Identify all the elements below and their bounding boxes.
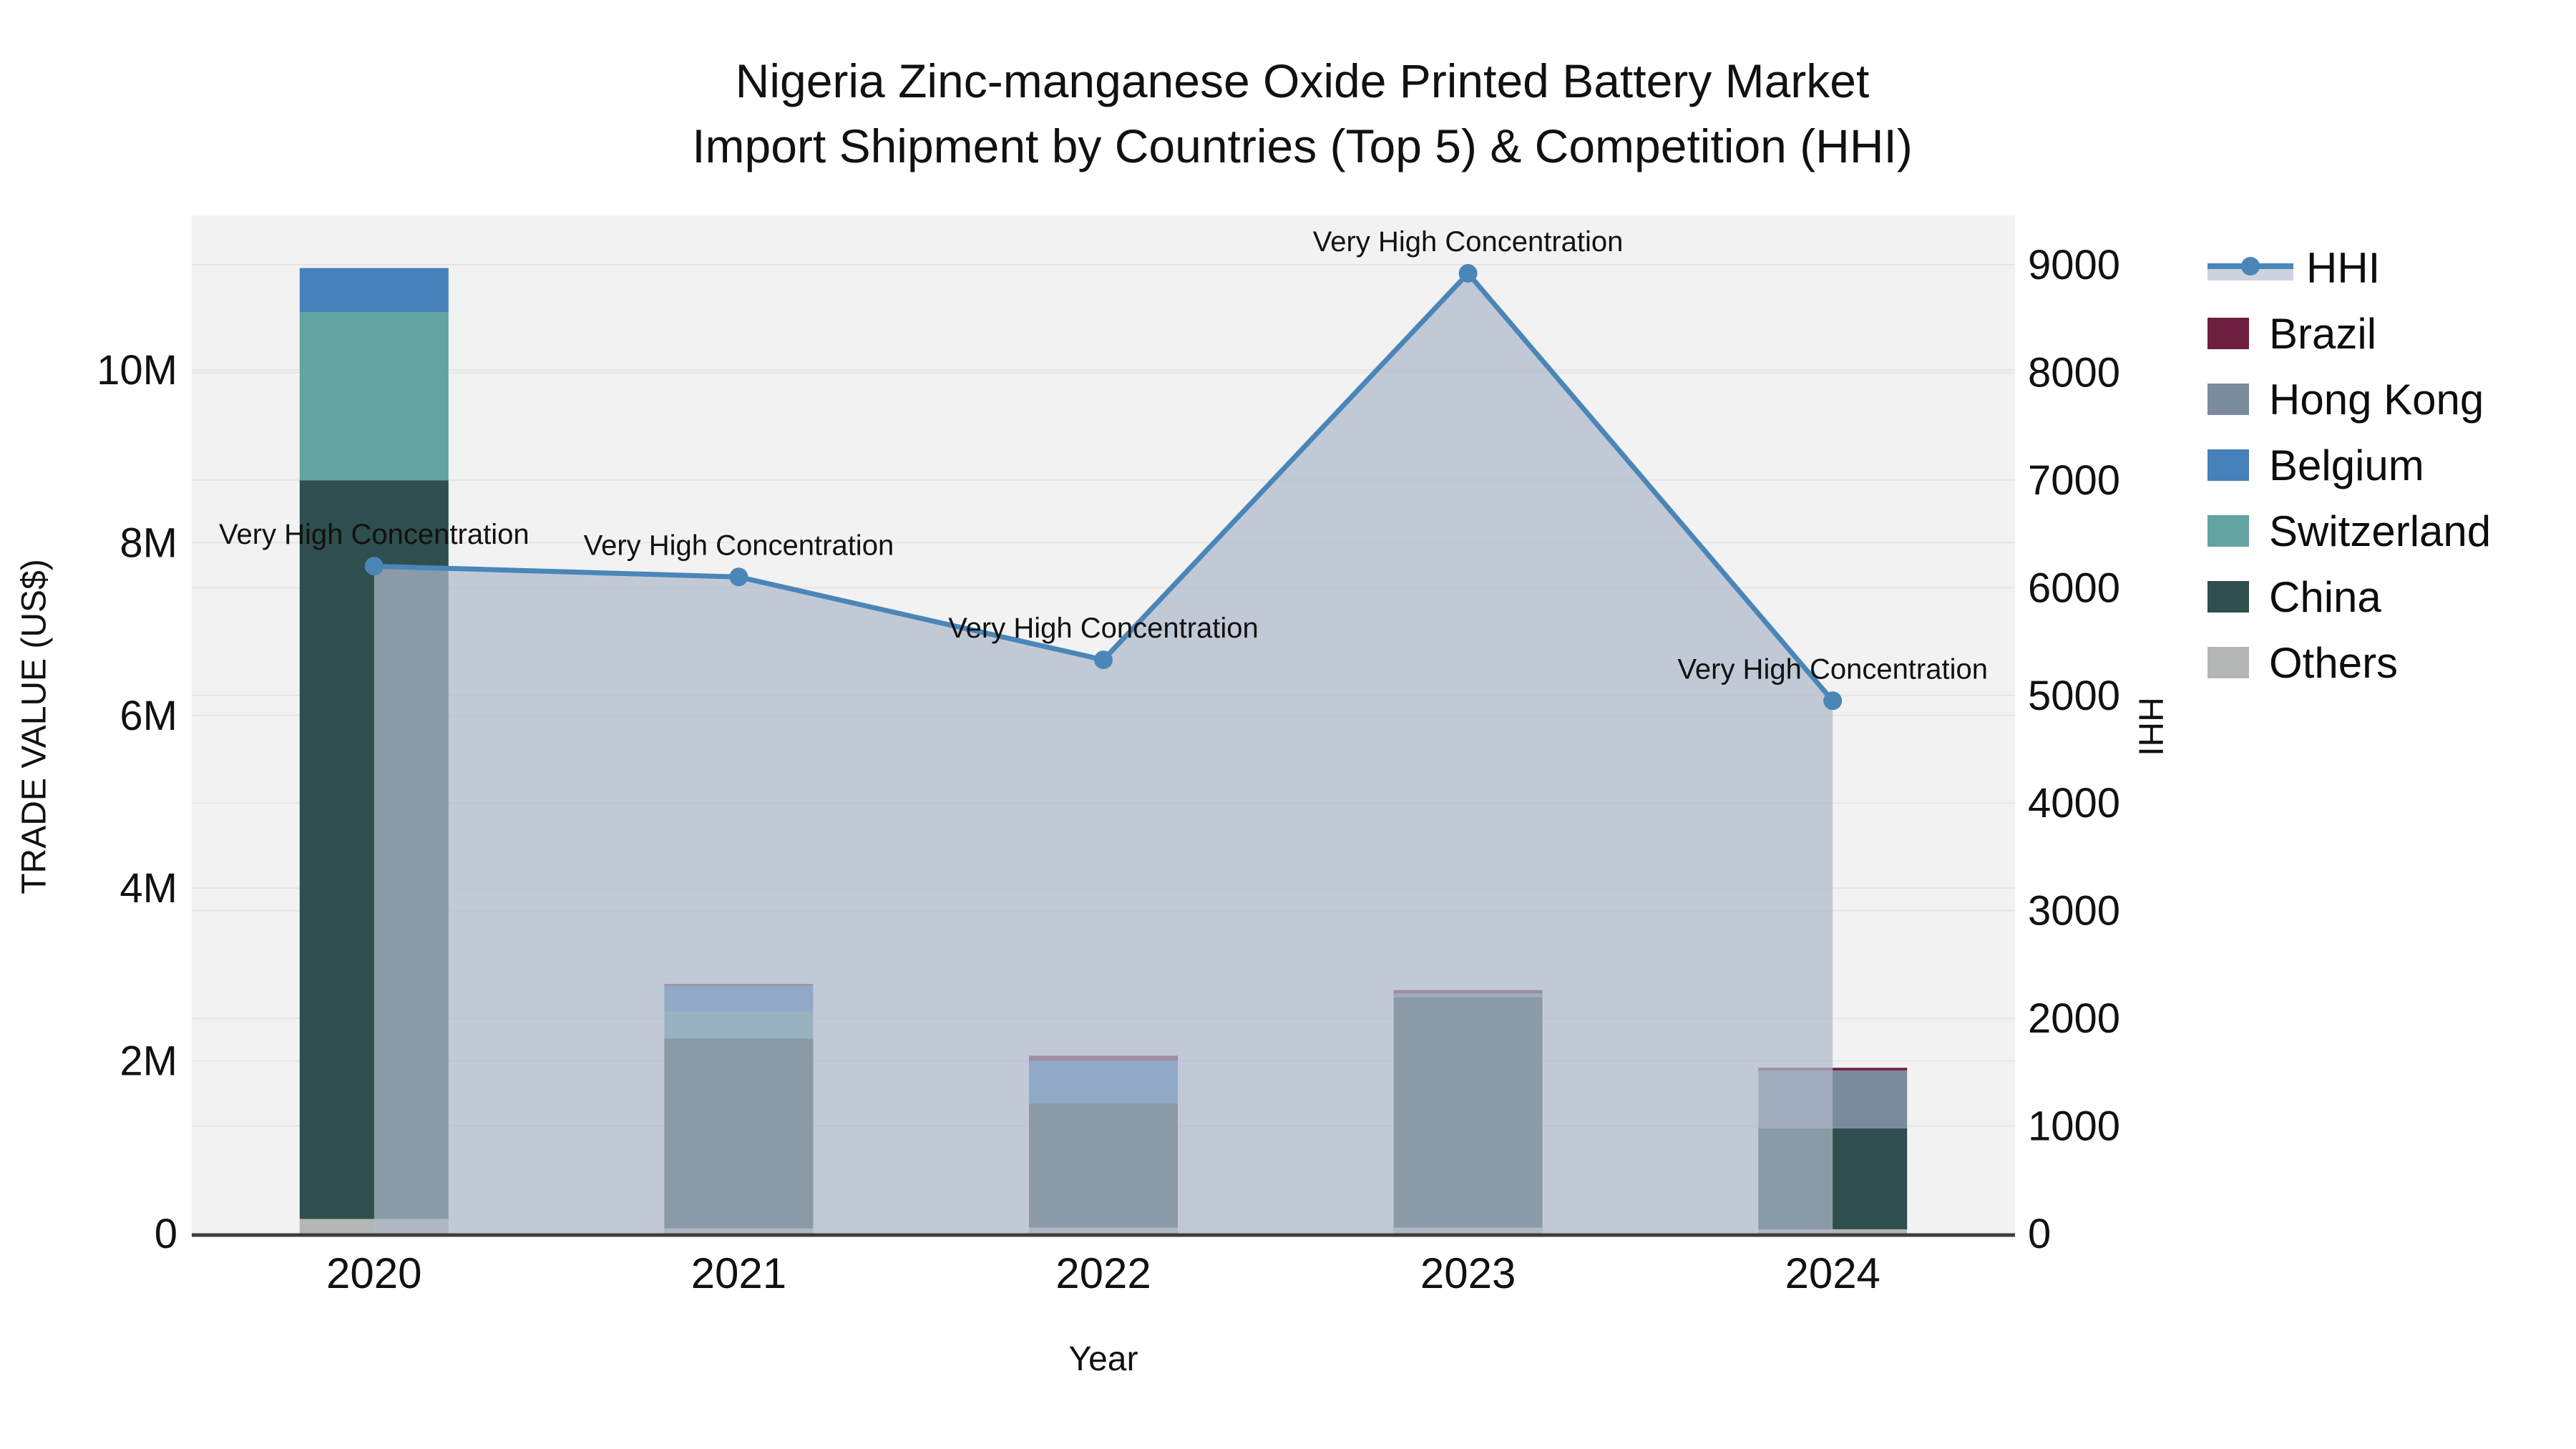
- x-tick-label: 2023: [1420, 1249, 1516, 1297]
- chart-title: Nigeria Zinc-manganese Oxide Printed Bat…: [0, 49, 2576, 179]
- hhi-area-fill: [374, 273, 1833, 1234]
- legend-swatch-others: [2207, 647, 2249, 678]
- bar-segment-belgium-2020: [299, 268, 449, 313]
- right-tick-label: 4000: [2028, 780, 2120, 826]
- chart-title-line-1: Nigeria Zinc-manganese Oxide Printed Bat…: [735, 54, 1870, 107]
- right-tick-label: 1000: [2028, 1103, 2120, 1150]
- left-tick-label: 10M: [97, 347, 177, 394]
- hhi-marker-2020: [364, 557, 384, 576]
- legend-label: China: [2269, 572, 2381, 621]
- x-tick-label: 2024: [1785, 1249, 1880, 1297]
- annotation-label-2020: Very High Concentration: [219, 519, 530, 550]
- legend-hhi-marker: [2241, 257, 2260, 275]
- legend-label: Brazil: [2269, 309, 2377, 358]
- x-tick-label: 2021: [691, 1249, 786, 1297]
- hhi-marker-2022: [1094, 650, 1113, 670]
- legend-swatch-hong-kong: [2207, 384, 2249, 415]
- legend-item-others: Others: [2207, 630, 2491, 696]
- left-tick-label: 0: [155, 1211, 177, 1257]
- left-tick-label: 4M: [119, 865, 177, 912]
- annotation-label-2024: Very High Concentration: [1677, 653, 1988, 685]
- legend: HHI Brazil Hong Kong Belgium Switzerland Chin…: [2207, 235, 2491, 696]
- right-tick-label: 6000: [2028, 565, 2120, 611]
- right-axis-title: HHI: [2131, 697, 2170, 756]
- legend-item-switzerland: Switzerland: [2207, 498, 2491, 564]
- right-tick-label: 5000: [2028, 673, 2120, 719]
- legend-swatch-brazil: [2207, 318, 2249, 349]
- left-axis-title: TRADE VALUE (US$): [15, 559, 54, 894]
- left-tick-label: 8M: [119, 519, 177, 566]
- x-axis-title: Year: [1068, 1340, 1138, 1378]
- hhi-marker-2023: [1458, 264, 1478, 283]
- legend-label: Hong Kong: [2269, 375, 2484, 424]
- chart-title-line-2: Import Shipment by Countries (Top 5) & C…: [692, 119, 1913, 173]
- hhi-marker-2024: [1823, 691, 1843, 711]
- right-tick-label: 8000: [2028, 349, 2120, 396]
- legend-item-belgium: Belgium: [2207, 432, 2491, 498]
- legend-label: HHI: [2306, 243, 2381, 292]
- annotation-label-2021: Very High Concentration: [584, 530, 894, 561]
- right-tick-label: 2000: [2028, 995, 2120, 1042]
- x-tick-label: 2022: [1055, 1249, 1151, 1297]
- annotation-label-2023: Very High Concentration: [1313, 226, 1624, 258]
- legend-item-hong-kong: Hong Kong: [2207, 366, 2491, 432]
- hhi-marker-2021: [729, 567, 748, 587]
- legend-item-hhi: HHI: [2207, 235, 2491, 301]
- right-tick-label: 9000: [2028, 242, 2120, 288]
- legend-item-china: China: [2207, 564, 2491, 630]
- bar-segment-switzerland-2020: [299, 312, 449, 481]
- legend-swatch-china: [2207, 581, 2249, 613]
- annotation-label-2022: Very High Concentration: [948, 613, 1259, 644]
- left-tick-label: 2M: [119, 1038, 177, 1085]
- left-tick-label: 6M: [119, 693, 177, 739]
- legend-label: Belgium: [2269, 441, 2424, 489]
- legend-label: Switzerland: [2269, 507, 2492, 555]
- legend-swatch-belgium: [2207, 449, 2249, 481]
- x-tick-label: 2020: [326, 1249, 421, 1297]
- legend-item-brazil: Brazil: [2207, 301, 2491, 366]
- right-tick-label: 7000: [2028, 457, 2120, 504]
- right-tick-label: 3000: [2028, 888, 2120, 935]
- legend-hhi-line-icon: [2207, 252, 2293, 283]
- legend-label: Others: [2269, 638, 2399, 687]
- right-tick-label: 0: [2028, 1211, 2051, 1257]
- legend-swatch-switzerland: [2207, 515, 2249, 547]
